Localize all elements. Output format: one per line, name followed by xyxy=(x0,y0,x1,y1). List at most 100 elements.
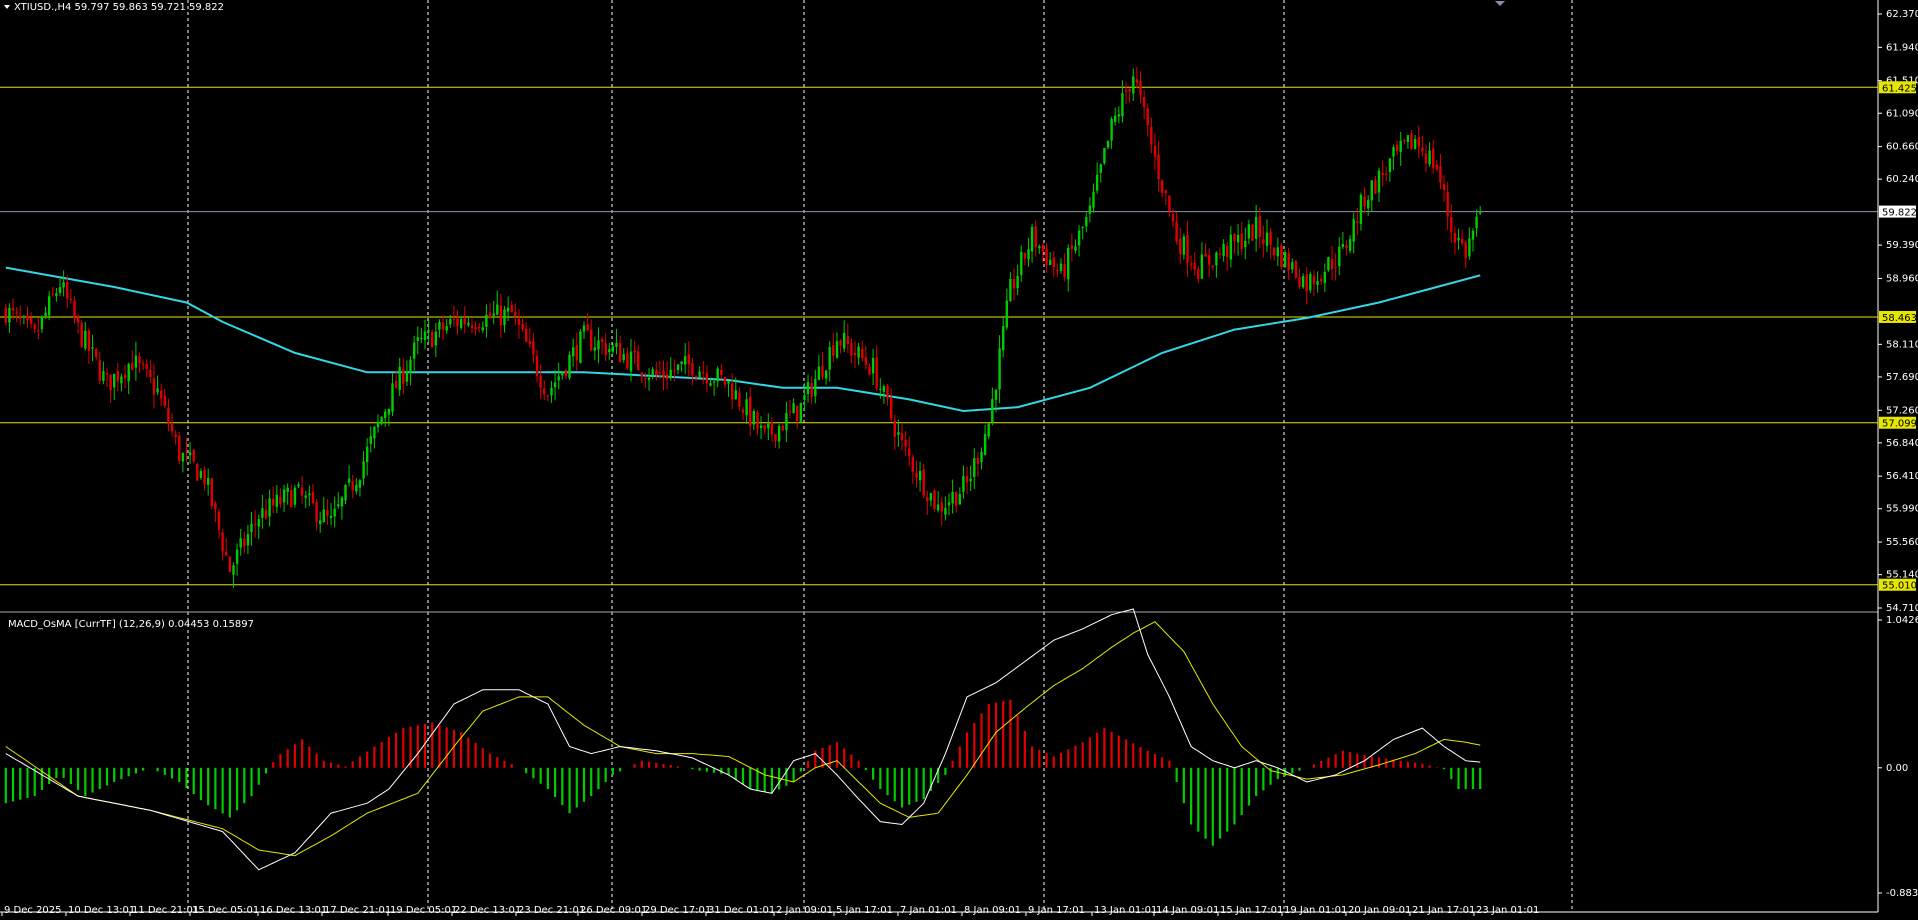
candle xyxy=(1421,136,1424,157)
candle xyxy=(116,363,119,392)
candle xyxy=(1479,205,1482,216)
candle-body xyxy=(1095,174,1099,191)
candle-body xyxy=(684,356,687,365)
candle xyxy=(1226,242,1229,271)
candle xyxy=(1359,192,1363,231)
candle-body xyxy=(665,374,669,380)
candle xyxy=(1197,265,1200,283)
candle-body xyxy=(474,327,477,330)
candle-body xyxy=(1034,226,1037,248)
candle-body xyxy=(19,315,22,319)
candle-body xyxy=(459,319,463,328)
candle xyxy=(196,462,199,481)
candle-body xyxy=(373,426,376,439)
candle-body xyxy=(517,318,521,326)
candle xyxy=(80,320,83,348)
candle xyxy=(1132,68,1135,101)
candle-body xyxy=(145,364,148,369)
candle-body xyxy=(897,432,900,435)
candle-body xyxy=(1099,164,1102,173)
triangle-down-icon[interactable] xyxy=(4,5,10,9)
candle-body xyxy=(246,534,250,546)
candle xyxy=(66,275,69,308)
candle xyxy=(777,423,781,449)
grid-lines xyxy=(0,0,1878,912)
candle xyxy=(759,416,763,440)
candle xyxy=(1475,209,1478,237)
candle-body xyxy=(1150,126,1153,145)
candle-body xyxy=(438,322,441,330)
candle xyxy=(1471,228,1475,252)
candle-body xyxy=(156,388,159,393)
candle xyxy=(402,358,405,395)
candle-body xyxy=(405,371,409,382)
candle xyxy=(987,423,990,440)
candle-body xyxy=(76,315,80,323)
candle-body xyxy=(250,523,253,532)
candle-body xyxy=(29,317,33,324)
candle xyxy=(633,341,636,365)
x-tick-label: 19 Jan 01:01 xyxy=(1284,905,1347,916)
candle xyxy=(478,323,481,333)
candle-body xyxy=(1432,148,1435,168)
candle xyxy=(629,338,633,382)
candle-body xyxy=(1117,114,1120,117)
candle xyxy=(1363,187,1366,214)
candle xyxy=(467,317,470,328)
x-tick-label: 9 Dec 2025 xyxy=(4,905,62,916)
candle xyxy=(936,491,940,513)
candle xyxy=(1258,207,1261,249)
scroll-marker-icon[interactable] xyxy=(1495,1,1505,6)
candle xyxy=(1453,226,1457,255)
candle-body xyxy=(1475,216,1478,228)
candle xyxy=(857,342,860,365)
candle xyxy=(799,402,802,424)
price-badge-label: 55.010 xyxy=(1882,581,1917,592)
candle xyxy=(788,399,792,418)
candle-body xyxy=(1367,200,1370,209)
y-tick-label: 61.090 xyxy=(1886,108,1918,119)
candle xyxy=(861,340,864,362)
candle xyxy=(1193,252,1196,276)
horizontal-levels[interactable] xyxy=(0,86,1878,586)
candle xyxy=(138,352,141,374)
candle-body xyxy=(239,538,242,548)
candle xyxy=(1298,269,1301,290)
candle-body xyxy=(1334,266,1337,268)
candle-body xyxy=(217,511,221,530)
candle-body xyxy=(257,519,260,527)
candle xyxy=(785,401,788,443)
candle xyxy=(243,531,246,554)
candle xyxy=(828,341,831,382)
candle xyxy=(655,361,658,381)
candle xyxy=(539,364,542,400)
candle xyxy=(181,451,185,473)
candle-body xyxy=(268,498,271,517)
candle xyxy=(940,496,943,526)
candle xyxy=(1341,232,1345,250)
candle xyxy=(438,319,441,338)
x-tick-label: 17 Dec 21:01 xyxy=(324,905,391,916)
candle-body xyxy=(1381,172,1384,175)
candle-body xyxy=(900,433,904,441)
candle xyxy=(459,316,463,330)
candle-body xyxy=(1211,265,1214,268)
candle xyxy=(965,466,969,495)
candle xyxy=(1291,258,1294,274)
candle xyxy=(969,465,972,492)
candle xyxy=(1128,87,1131,103)
candle xyxy=(1305,267,1308,305)
candle xyxy=(1088,197,1092,223)
candle-body xyxy=(344,485,347,501)
candle-body xyxy=(98,360,101,381)
candle xyxy=(792,398,795,414)
y-tick-label: 58.110 xyxy=(1886,339,1918,350)
candle-body xyxy=(120,376,123,384)
candle-body xyxy=(553,382,557,388)
candle xyxy=(1233,232,1236,254)
candle xyxy=(579,329,582,364)
candle xyxy=(528,327,531,349)
candle-body xyxy=(387,408,391,415)
candle-body xyxy=(875,357,878,389)
